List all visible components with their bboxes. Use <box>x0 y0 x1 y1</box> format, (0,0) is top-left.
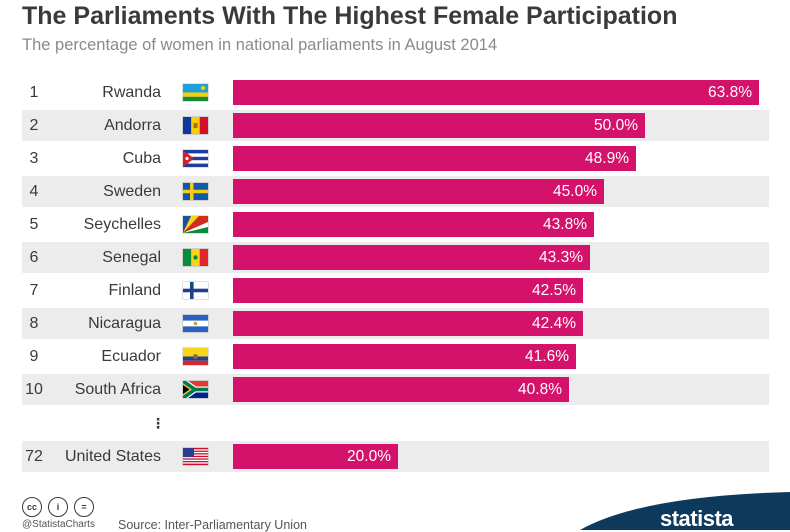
ecuador-flag-icon <box>183 348 208 365</box>
value-label-finland: 42.5% <box>532 282 576 299</box>
country-label-seychelles: Seychelles <box>83 216 161 233</box>
bar-united-states <box>233 444 398 469</box>
value-label-ecuador: 41.6% <box>525 348 569 365</box>
country-label-senegal: Senegal <box>102 249 161 266</box>
statista-logo: statista <box>660 506 734 531</box>
value-label-andorra: 50.0% <box>594 117 638 134</box>
rank-label-seychelles: 5 <box>29 216 39 233</box>
country-label-ecuador: Ecuador <box>101 348 161 365</box>
row-gap-ellipsis: ⋮ <box>151 415 165 431</box>
statista-logo-shape <box>580 490 790 530</box>
country-label-sweden: Sweden <box>103 183 161 200</box>
bar-andorra <box>233 113 645 138</box>
country-label-south-africa: South Africa <box>74 381 161 398</box>
value-label-south-africa: 40.8% <box>518 381 562 398</box>
sweden-flag-icon <box>183 183 208 200</box>
logo-swoosh-icon <box>580 492 790 530</box>
united-states-flag-icon <box>183 448 208 465</box>
rank-label-senegal: 6 <box>29 249 39 266</box>
nicaragua-flag-icon <box>183 315 208 332</box>
value-label-sweden: 45.0% <box>553 183 597 200</box>
chart-title: The Parliaments With The Highest Female … <box>22 2 678 30</box>
country-label-andorra: Andorra <box>104 117 161 134</box>
value-label-united-states: 20.0% <box>347 448 391 465</box>
rank-label-rwanda: 1 <box>29 84 39 101</box>
source-note: Source: Inter-Parliamentary Union <box>118 518 307 532</box>
value-label-seychelles: 43.8% <box>543 216 587 233</box>
rank-label-cuba: 3 <box>29 150 39 167</box>
country-label-cuba: Cuba <box>122 150 161 167</box>
value-label-cuba: 48.9% <box>585 150 629 167</box>
rwanda-flag-icon <box>183 84 208 101</box>
rank-label-finland: 7 <box>29 282 39 299</box>
country-label-finland: Finland <box>108 282 161 299</box>
andorra-flag-icon <box>183 117 208 134</box>
value-label-senegal: 43.3% <box>539 249 583 266</box>
rank-label-nicaragua: 8 <box>29 315 39 332</box>
rank-label-sweden: 4 <box>29 183 39 200</box>
rank-label-south-africa: 10 <box>25 381 43 398</box>
south-africa-flag-icon <box>183 381 208 398</box>
finland-flag-icon <box>183 282 208 299</box>
value-label-rwanda: 63.8% <box>708 84 752 101</box>
bar-cuba <box>233 146 636 171</box>
no-derivatives-icon: = <box>74 497 94 517</box>
bar-senegal <box>233 245 590 270</box>
rank-label-andorra: 2 <box>29 117 39 134</box>
cuba-flag-icon <box>183 150 208 167</box>
cc-icon: cc <box>22 497 42 517</box>
rank-label-united-states: 72 <box>25 448 43 465</box>
value-label-nicaragua: 42.4% <box>532 315 576 332</box>
bar-south-africa <box>233 377 569 402</box>
senegal-flag-icon <box>183 249 208 266</box>
country-label-united-states: United States <box>64 448 161 465</box>
attribution-icon: i <box>48 497 68 517</box>
country-label-nicaragua: Nicaragua <box>88 315 161 332</box>
chart-subtitle: The percentage of women in national parl… <box>22 36 498 54</box>
rank-label-ecuador: 9 <box>29 348 39 365</box>
bar-rwanda <box>233 80 759 105</box>
bar-sweden <box>233 179 604 204</box>
country-label-rwanda: Rwanda <box>102 84 161 101</box>
bar-finland <box>233 278 583 303</box>
bar-ecuador <box>233 344 576 369</box>
bar-nicaragua <box>233 311 583 336</box>
seychelles-flag-icon <box>183 216 208 233</box>
social-handle: @StatistaCharts <box>22 519 95 530</box>
bar-seychelles <box>233 212 594 237</box>
